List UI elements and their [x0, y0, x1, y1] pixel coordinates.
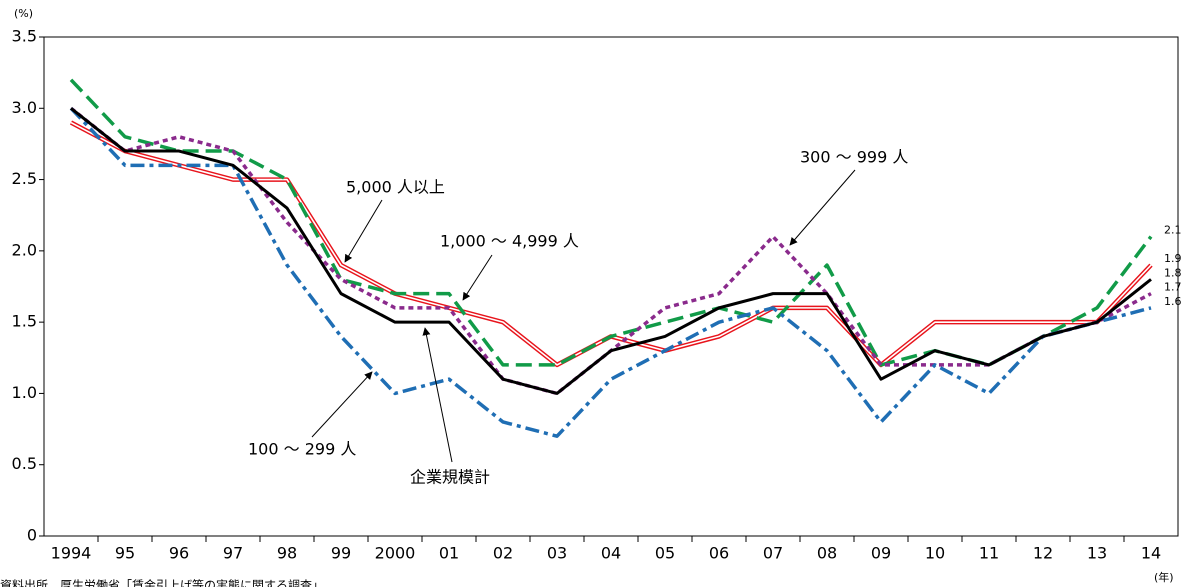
series-line-inner	[70, 121, 1152, 366]
x-tick-label: 13	[1087, 544, 1107, 563]
end-value-label: 1.8	[1164, 266, 1182, 279]
x-tick-label: 98	[277, 544, 297, 563]
annotation-arrow	[789, 169, 856, 246]
x-tick-label: 01	[439, 544, 459, 563]
end-value-label: 2.1	[1164, 224, 1182, 237]
y-tick-label: 2.5	[12, 169, 37, 188]
annotation-arrow	[344, 199, 383, 263]
y-tick-label: 3.5	[12, 27, 37, 46]
end-value-label: 1.9	[1164, 252, 1182, 265]
y-tick-label: 1.0	[12, 383, 37, 402]
series-annotation: 1,000 ～ 4,999 人	[440, 232, 579, 251]
y-axis-label: (%)	[14, 7, 33, 20]
y-tick-label: 3.0	[12, 98, 37, 117]
x-tick-label: 99	[331, 544, 351, 563]
series-line	[69, 107, 1152, 438]
x-tick-label: 12	[1033, 544, 1053, 563]
y-tick-label: 2.0	[12, 240, 37, 259]
x-tick-label: 09	[871, 544, 891, 563]
x-tick-label: 02	[493, 544, 513, 563]
annotation-arrow	[422, 327, 453, 463]
annotation-arrow	[462, 254, 493, 301]
x-tick-label: 07	[763, 544, 783, 563]
x-tick-label: 05	[655, 544, 675, 563]
x-tick-label: 08	[817, 544, 837, 563]
x-tick-label: 96	[169, 544, 189, 563]
x-tick-label: 14	[1141, 544, 1161, 563]
y-tick-label: 0.5	[12, 454, 37, 473]
x-tick-label: 03	[547, 544, 567, 563]
end-value-label: 1.7	[1164, 281, 1182, 294]
end-value-label: 1.6	[1164, 295, 1182, 308]
y-tick-label: 1.5	[12, 312, 37, 331]
series-annotation: 企業規模計	[410, 468, 490, 487]
x-tick-label: 2000	[375, 544, 416, 563]
x-tick-label: 95	[115, 544, 135, 563]
series-line	[69, 120, 1153, 368]
plot-frame	[43, 36, 1179, 537]
x-axis-label: (年)	[1154, 570, 1174, 584]
x-tick-label: 97	[223, 544, 243, 563]
x-tick-label: 11	[979, 544, 999, 563]
y-tick-label: 0	[27, 526, 37, 545]
series-line	[70, 107, 1152, 395]
x-tick-label: 10	[925, 544, 945, 563]
series-annotation: 300 ～ 999 人	[800, 148, 908, 167]
x-tick-label: 1994	[51, 544, 92, 563]
series-annotation: 5,000 人以上	[346, 178, 445, 197]
x-tick-label: 04	[601, 544, 621, 563]
source-note: 資料出所 厚生労働省「賃金引上げ等の実態に関する調査」	[0, 578, 324, 587]
series-annotation: 100 ～ 299 人	[248, 440, 356, 459]
x-tick-label: 06	[709, 544, 729, 563]
annotation-arrow	[311, 371, 373, 438]
